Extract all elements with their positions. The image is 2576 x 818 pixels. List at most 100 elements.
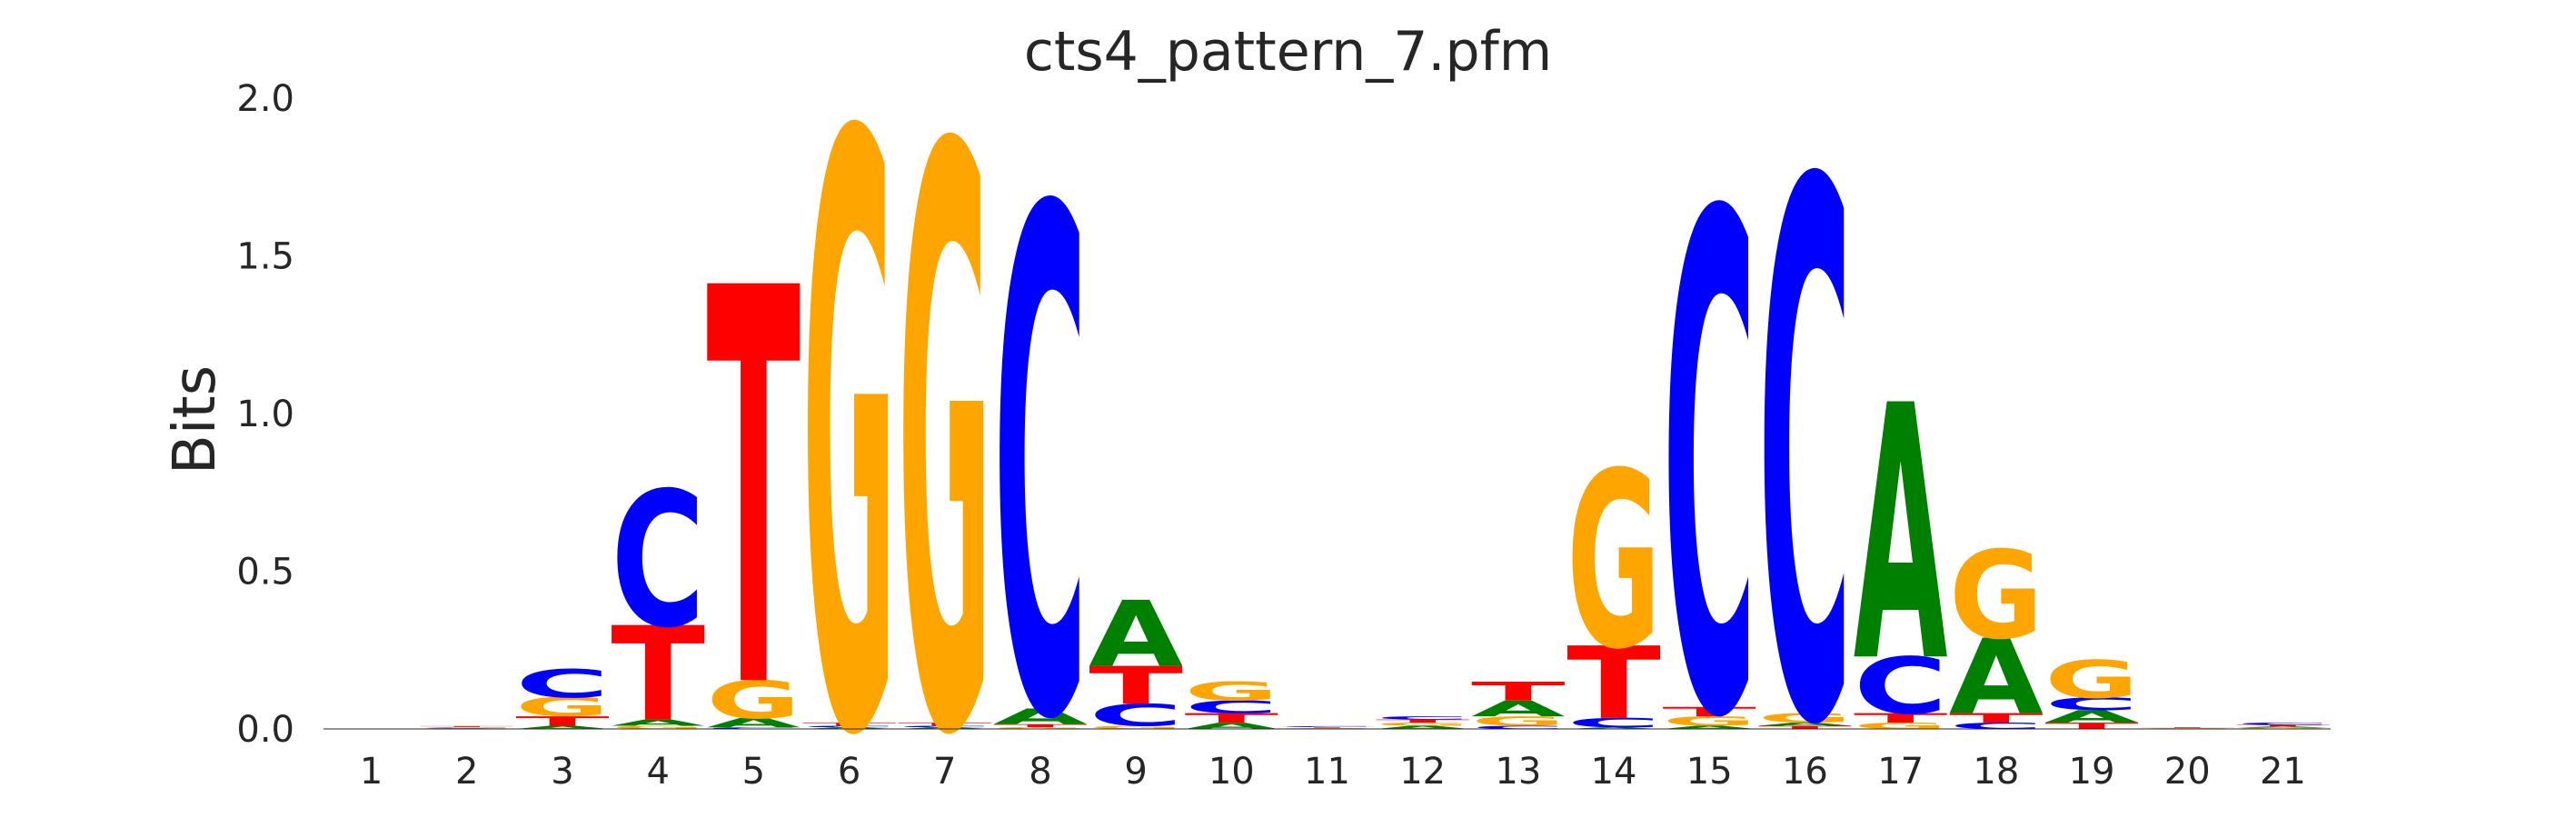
logo-letter-G: G <box>993 727 1088 730</box>
svg-text:G: G <box>707 670 801 730</box>
svg-text:A: A <box>1949 618 2044 738</box>
logo-letter-C: C <box>1854 641 1948 732</box>
logo-letter-A: A <box>707 715 801 730</box>
logo-letter-C: C <box>993 66 1088 818</box>
x-tick-label: 21 <box>2260 751 2306 793</box>
svg-text:C: C <box>2236 722 2331 725</box>
svg-text:C: C <box>420 727 514 728</box>
y-tick-label: 1.0 <box>236 394 294 435</box>
y-tick-label: 2.0 <box>236 78 294 120</box>
svg-text:A: A <box>1376 725 1470 731</box>
logo-letter-A: A <box>993 704 1088 730</box>
logo-letter-C: C <box>515 662 610 707</box>
logo-letter-T: T <box>1758 725 1853 731</box>
x-tick-label: 18 <box>1973 751 2019 793</box>
svg-text:G: G <box>1566 423 1661 703</box>
logo-letter-C: C <box>1280 726 1375 728</box>
x-tick-label: 15 <box>1686 751 1733 793</box>
y-tick-label: 0.0 <box>236 709 294 751</box>
svg-text:T: T <box>1758 725 1853 731</box>
y-axis: 0.0 0.5 1.0 1.5 2.0 <box>236 78 294 751</box>
svg-text:G: G <box>1949 525 2044 666</box>
svg-text:C: C <box>515 662 610 707</box>
logo-letter-T: T <box>1280 727 1375 728</box>
svg-text:T: T <box>611 599 705 750</box>
svg-text:T: T <box>1662 704 1756 720</box>
svg-text:C: C <box>1566 715 1661 731</box>
svg-text:G: G <box>993 727 1088 730</box>
logo-stacks: ACGTATGCGATCCAGTACTGACTGGTACGCTAATCGAGTC… <box>420 0 2330 818</box>
x-tick-label: 2 <box>455 751 478 793</box>
svg-text:C: C <box>1471 725 1566 731</box>
logo-letter-A: A <box>2044 706 2139 726</box>
svg-text:G: G <box>1662 714 1756 730</box>
logo-letter-A: A <box>1854 331 1949 739</box>
logo-letter-T: T <box>993 723 1088 729</box>
x-tick-label: 17 <box>1877 751 1924 793</box>
svg-text:G: G <box>1089 725 1183 731</box>
svg-text:G: G <box>611 725 705 731</box>
logo-letter-C: C <box>1376 715 1470 721</box>
logo-letter-T: T <box>515 713 610 729</box>
logo-letter-A: A <box>1758 722 1853 727</box>
logo-letter-C: C <box>2044 694 2139 714</box>
logo-letter-T: T <box>1089 656 1183 716</box>
svg-text:A: A <box>1089 582 1183 688</box>
svg-text:A: A <box>1185 721 1279 731</box>
svg-text:T: T <box>898 722 992 727</box>
svg-text:G: G <box>1471 714 1566 730</box>
logo-letter-A: A <box>898 727 992 730</box>
svg-text:C: C <box>707 727 801 730</box>
svg-text:T: T <box>1280 727 1375 728</box>
x-tick-label: 9 <box>1124 751 1147 793</box>
logo-letter-C: C <box>1566 715 1661 731</box>
svg-text:A: A <box>2236 726 2331 728</box>
svg-text:A: A <box>1471 696 1566 722</box>
logo-letter-C: C <box>1089 698 1183 733</box>
x-tick-label: 13 <box>1495 751 1541 793</box>
svg-text:G: G <box>1185 676 1279 706</box>
logo-letter-G: G <box>2140 728 2234 729</box>
svg-text:C: C <box>1854 641 1948 732</box>
svg-text:G: G <box>1854 721 1948 731</box>
x-tick-label: 4 <box>646 751 669 793</box>
svg-text:A: A <box>802 727 897 730</box>
svg-text:T: T <box>2044 721 2139 731</box>
svg-text:A: A <box>1662 725 1756 731</box>
logo-letter-G: G <box>1471 714 1566 730</box>
svg-text:T: T <box>1089 656 1183 716</box>
svg-text:A: A <box>1566 727 1661 730</box>
logo-letter-T: T <box>1471 676 1566 706</box>
logo-letter-A: A <box>1566 727 1661 730</box>
y-tick-label: 1.5 <box>236 236 294 278</box>
x-tick-label: 20 <box>2164 751 2211 793</box>
svg-text:A: A <box>1854 331 1949 739</box>
logo-letter-C: C <box>1662 74 1756 818</box>
logo-letter-A: A <box>1089 582 1183 688</box>
logo-letter-G: G <box>515 693 610 723</box>
svg-text:G: G <box>1280 727 1375 728</box>
svg-text:A: A <box>898 727 992 730</box>
x-tick-label: 16 <box>1782 751 1828 793</box>
x-tick-label: 3 <box>551 751 573 793</box>
svg-text:C: C <box>1949 721 2044 731</box>
svg-text:C: C <box>1758 32 1853 818</box>
logo-letter-G: G <box>420 727 514 728</box>
logo-letter-C: C <box>2236 722 2331 725</box>
logo-letter-T: T <box>898 722 992 727</box>
logo-letter-C: C <box>802 725 897 728</box>
logo-letter-G: G <box>2044 650 2139 710</box>
x-tick-label: 11 <box>1304 751 1350 793</box>
logo-letter-C: C <box>707 727 801 730</box>
svg-text:T: T <box>2140 727 2234 728</box>
logo-letter-G: G <box>1376 722 1470 727</box>
x-tick-label: 7 <box>933 751 956 793</box>
svg-text:A: A <box>611 718 705 728</box>
